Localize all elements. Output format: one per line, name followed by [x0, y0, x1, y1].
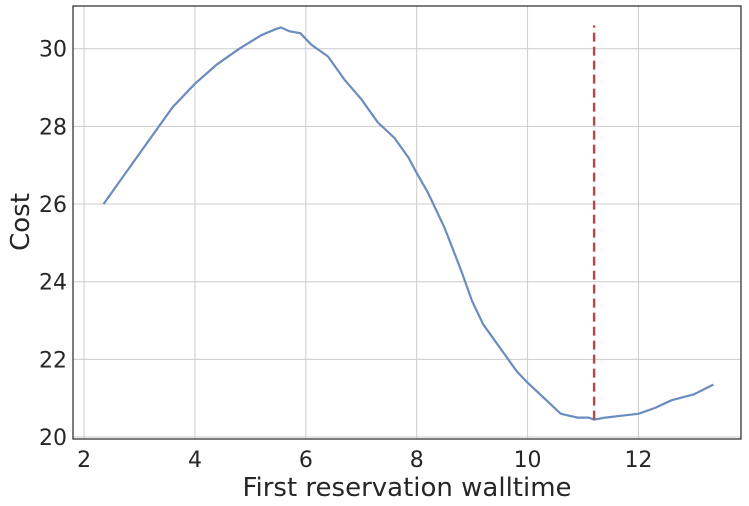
plot-background [73, 6, 741, 439]
y-axis-label: Cost [6, 193, 36, 251]
y-tick-label: 22 [39, 348, 67, 373]
x-tick-label: 6 [299, 448, 313, 473]
x-tick-label: 8 [410, 448, 424, 473]
y-tick-label: 26 [39, 193, 67, 218]
x-gridlines [83, 6, 639, 439]
x-tick-label: 12 [624, 448, 652, 473]
y-tick-label: 24 [39, 271, 67, 296]
plot-frame [72, 5, 742, 440]
y-tick-label: 20 [39, 426, 67, 451]
y-tick-label: 30 [39, 38, 67, 63]
x-tick-label: 2 [77, 448, 91, 473]
x-tick-label: 4 [188, 448, 202, 473]
x-axis-label: First reservation walltime [242, 473, 571, 503]
series-line [102, 26, 714, 421]
y-gridlines [73, 48, 741, 438]
x-tick-label: 10 [514, 448, 542, 473]
x-tick-labels: 2 4 6 8 10 12 [77, 448, 652, 473]
y-tick-labels: 20 22 24 26 28 30 [39, 38, 67, 451]
y-tick-label: 28 [39, 115, 67, 140]
